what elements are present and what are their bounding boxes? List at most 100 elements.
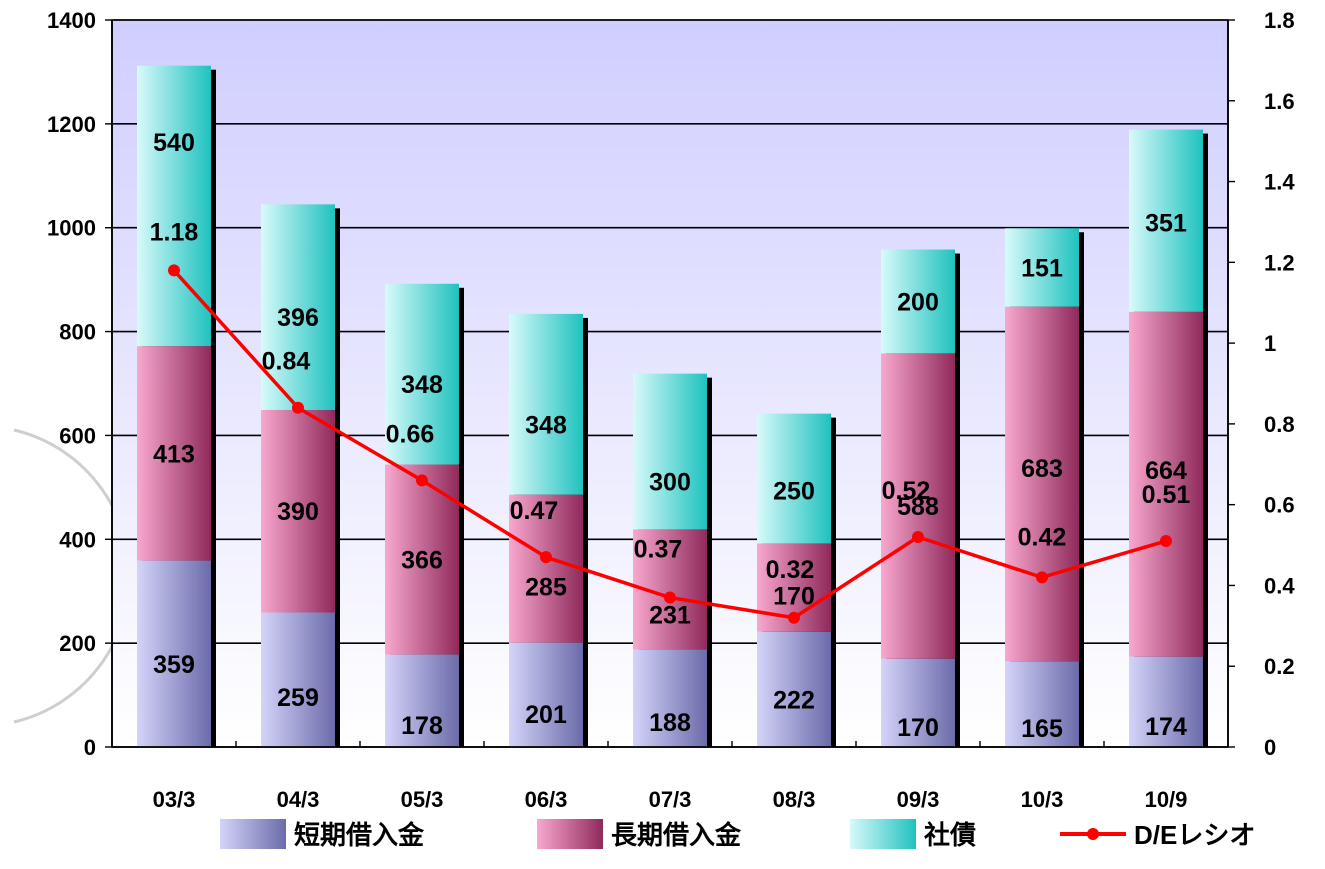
bar-segment-long-term-loans: [137, 346, 211, 561]
legend-label: D/Eレシオ: [1134, 820, 1255, 850]
de-ratio-point: [1160, 535, 1172, 548]
bar-value-label: 170: [773, 583, 815, 611]
bar-segment-short-term-loans: [509, 642, 583, 747]
y2-tick-label: 1.6: [1264, 89, 1295, 114]
bar-value-label: 348: [525, 411, 567, 439]
legend-bonds: 社債: [850, 819, 976, 850]
bar-value-label: 165: [1021, 715, 1063, 743]
bar-value-label: 178: [401, 712, 443, 740]
category-label: 06/3: [525, 787, 568, 812]
de-ratio-point: [540, 551, 552, 564]
bar-value-label: 151: [1021, 254, 1063, 282]
y-tick-label: 600: [59, 423, 96, 448]
de-ratio-label: 0.42: [1018, 523, 1067, 551]
category-label: 05/3: [401, 787, 444, 812]
y2-tick-label: 1: [1264, 331, 1276, 356]
de-ratio-point: [416, 474, 428, 487]
bar-segment-long-term-loans: [509, 494, 583, 643]
de-ratio-point: [292, 401, 304, 414]
y2-tick-label: 0: [1264, 735, 1276, 760]
bar-segment-bonds: [1129, 129, 1203, 312]
bar-segment-bonds: [633, 373, 707, 530]
de-ratio-label: 1.18: [150, 218, 199, 246]
bar-value-label: 359: [153, 651, 195, 679]
bar-value-label: 285: [525, 574, 567, 602]
bar-value-label: 348: [401, 371, 443, 399]
bar-segment-long-term-loans: [261, 409, 335, 613]
de-ratio-point: [664, 591, 676, 604]
bar-segment-long-term-loans: [1129, 311, 1203, 657]
category-label: 10/3: [1021, 787, 1064, 812]
bar-value-label: 200: [897, 288, 939, 316]
bar-value-label: 390: [277, 498, 319, 526]
legend-swatch-point: [1087, 828, 1099, 840]
de-ratio-label: 0.84: [262, 348, 311, 376]
bar-value-label: 222: [773, 686, 815, 714]
legend-label: 社債: [924, 820, 976, 850]
bar-segment-long-term-loans: [881, 353, 955, 659]
y2-tick-label: 0.6: [1264, 493, 1295, 518]
legend-short-term-loans: 短期借入金: [220, 819, 425, 850]
bar-segment-bonds: [1005, 228, 1079, 307]
de-ratio-label: 0.37: [634, 536, 683, 564]
legend-swatch: [850, 819, 916, 849]
bar-segment-bonds: [137, 65, 211, 347]
bar-segment-bonds: [881, 249, 955, 354]
bar-value-label: 351: [1145, 210, 1187, 238]
category-label: 03/3: [153, 787, 196, 812]
bar-segment-short-term-loans: [1005, 661, 1079, 747]
bar-value-label: 250: [773, 478, 815, 506]
bar-value-label: 396: [277, 304, 319, 332]
y2-tick-label: 1.8: [1264, 8, 1295, 33]
y-tick-label: 1200: [47, 112, 96, 137]
de-ratio-label: 0.32: [766, 556, 815, 584]
y2-tick-label: 1.4: [1264, 170, 1295, 195]
bar-value-label: 201: [525, 701, 567, 729]
category-label: 04/3: [277, 787, 320, 812]
y2-tick-label: 0.2: [1264, 654, 1295, 679]
bar-value-label: 259: [277, 684, 319, 712]
bar-segment-short-term-loans: [1129, 656, 1203, 747]
bar-segment-short-term-loans: [757, 631, 831, 747]
legend-swatch: [220, 819, 286, 849]
legend-label: 長期借入金: [611, 820, 742, 850]
bar-segment-short-term-loans: [137, 560, 211, 747]
bar-value-label: 413: [153, 440, 195, 468]
bar-value-label: 231: [649, 601, 691, 629]
de-ratio-label: 0.47: [510, 497, 559, 525]
bar-value-label: 170: [897, 714, 939, 742]
bar-segment-bonds: [757, 413, 831, 544]
de-ratio-point: [912, 530, 924, 543]
category-label: 10/9: [1145, 787, 1188, 812]
bar-segment-short-term-loans: [633, 649, 707, 747]
bar-segment-bonds: [509, 313, 583, 495]
bar-value-label: 683: [1021, 455, 1063, 483]
de-ratio-label: 0.51: [1142, 481, 1191, 509]
de-ratio-label: 0.52: [882, 477, 931, 505]
bar-segment-short-term-loans: [261, 612, 335, 747]
bar-segment-bonds: [261, 204, 335, 410]
category-label: 07/3: [649, 787, 692, 812]
bar-segment-short-term-loans: [881, 658, 955, 747]
y-tick-label: 1000: [47, 216, 96, 241]
bar-segment-bonds: [385, 283, 459, 465]
y-tick-label: 800: [59, 320, 96, 345]
bar-value-label: 588: [897, 493, 939, 521]
bar-segment-short-term-loans: [385, 654, 459, 747]
de-ratio-point: [1036, 571, 1048, 584]
bar-value-label: 188: [649, 709, 691, 737]
legend-de-ratio: D/Eレシオ: [1060, 820, 1255, 850]
bar-segment-long-term-loans: [1005, 306, 1079, 662]
de-ratio-point: [168, 264, 180, 277]
bar-value-label: 664: [1145, 457, 1187, 485]
y-tick-label: 200: [59, 631, 96, 656]
bar-value-label: 540: [153, 129, 195, 157]
bar-value-label: 174: [1145, 713, 1187, 741]
de-ratio-label: 0.66: [386, 420, 435, 448]
bar-value-label: 300: [649, 469, 691, 497]
y2-tick-label: 0.8: [1264, 412, 1295, 437]
y2-tick-label: 1.2: [1264, 250, 1295, 275]
category-label: 08/3: [773, 787, 816, 812]
